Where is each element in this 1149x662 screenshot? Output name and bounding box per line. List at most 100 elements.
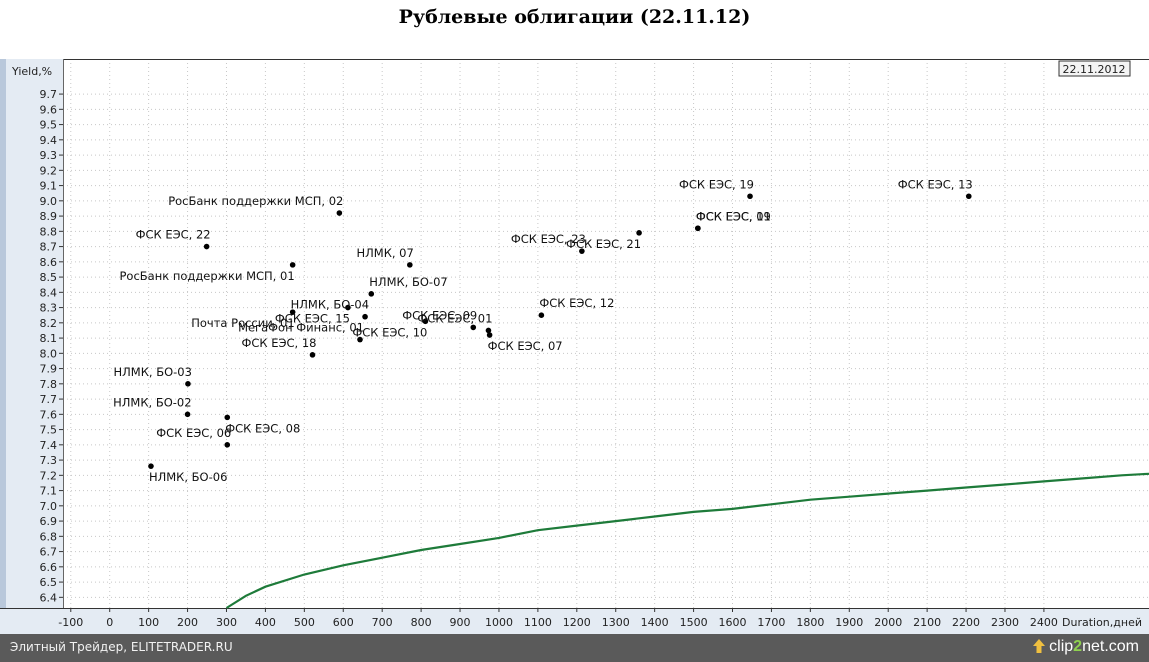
data-point (747, 193, 753, 200)
data-point (309, 352, 316, 358)
x-tick-label: 1300 (602, 616, 630, 629)
x-tick-label: 400 (255, 616, 276, 629)
data-point (357, 336, 363, 343)
point-label: ФСК ЕЭС, 12 (539, 296, 614, 310)
yield-curve (225, 472, 1149, 609)
x-tick-label: 600 (333, 616, 354, 629)
clip2net-logo: clip2net.com (1033, 638, 1139, 656)
x-tick-label: 1800 (796, 616, 824, 629)
point-label: ФСК ЕЭС, 22 (136, 228, 211, 242)
footer-source-text: Элитный Трейдер, ELITETRADER.RU (10, 640, 233, 654)
y-tick-label: 9.7 (40, 88, 58, 101)
y-tick-label: 6.8 (40, 530, 58, 543)
x-tick-label: 1200 (563, 616, 591, 629)
data-point (407, 262, 413, 268)
x-tick-label: 1900 (835, 616, 863, 629)
data-point (184, 411, 191, 418)
x-tick-label: 800 (411, 616, 432, 629)
point-label: НЛМК, БО-07 (369, 275, 447, 289)
point-label: НЛМК, 07 (356, 246, 413, 260)
y-tick-label: 9.1 (40, 180, 58, 193)
y-axis-label: Yield,% (11, 65, 52, 78)
y-axis-ticks: 6.4 6.5 6.6 6.7 6.8 6.9 7.0 7.1 7.2 7.3 7.4 7.5 7.6 7… (40, 88, 63, 604)
point-label: НЛМК, БО-04 (291, 298, 369, 312)
y-tick-label: 6.7 (40, 546, 58, 559)
footer-bar: Элитный Трейдер, ELITETRADER.RU clip2net… (0, 634, 1149, 662)
x-tick-label: 700 (372, 616, 393, 629)
point-label: ФСК ЕЭС, 19 (679, 177, 754, 191)
y-tick-label: 8.7 (40, 241, 58, 254)
data-point (203, 243, 210, 250)
bond-points: НЛМК, БО-06 НЛМК, БО-02 НЛМК, БО-03 ФСК ЕЭС… (113, 177, 973, 484)
data-point (362, 313, 368, 320)
x-tick-label: 900 (450, 616, 471, 629)
point-label: ФСК ЕЭС, 10 (352, 325, 427, 339)
data-point (345, 304, 351, 311)
y-tick-label: 7.3 (40, 454, 58, 467)
point-label: РосБанк поддержки МСП, 02 (168, 194, 343, 208)
y-tick-label: 8.3 (40, 302, 58, 315)
data-point (224, 414, 231, 421)
x-axis-label: Duration,дней (1062, 616, 1142, 629)
data-point (336, 210, 343, 216)
date-box: 22.11.2012 (1058, 60, 1131, 77)
logo-suffix: net.com (1082, 638, 1139, 655)
y-tick-label: 8.9 (40, 210, 58, 223)
logo-two: 2 (1073, 638, 1083, 655)
y-tick-label: 8.1 (40, 332, 58, 345)
point-label: ФСК ЕЭС, 11 (696, 209, 771, 223)
data-point (148, 463, 154, 469)
y-tick-label: 9.6 (40, 103, 58, 116)
date-box-frame (1058, 60, 1131, 77)
point-label: ФСК ЕЭС, 09 (696, 209, 771, 223)
point-label: ФСК ЕЭС, 09 (402, 308, 477, 322)
y-tick-label: 7.0 (40, 500, 58, 513)
chart-frame (0, 59, 1149, 634)
chart-title: Рублевые облигации (22.11.12) (398, 6, 751, 28)
y-tick-label: 9.4 (40, 134, 58, 147)
data-point (422, 318, 429, 325)
y-tick-label: 9.3 (40, 149, 58, 162)
y-tick-label: 7.8 (40, 378, 58, 391)
point-label: ФСК ЕЭС, 06 (156, 426, 231, 440)
x-tick-label: 1500 (680, 616, 708, 629)
point-label: ФСК ЕЭС, 01 (417, 311, 492, 325)
y-tick-label: 6.5 (40, 576, 58, 589)
y-tick-label: 9.2 (40, 164, 58, 177)
point-label: Почта России, 01 (191, 316, 294, 330)
x-tick-label: 0 (106, 616, 113, 629)
y-tick-label: 9.5 (40, 119, 58, 132)
point-label: ФСК ЕЭС, 13 (898, 177, 973, 191)
data-point (289, 309, 296, 315)
x-tick-label: 2000 (874, 616, 902, 629)
point-label: ФСК ЕЭС, 23 (511, 232, 586, 246)
x-tick-label: 1000 (485, 616, 513, 629)
x-tick-label: 2400 (1030, 616, 1058, 629)
y-tick-label: 8.0 (40, 347, 58, 360)
point-label: ФСК ЕЭС, 15 (275, 312, 350, 326)
data-point (485, 327, 492, 334)
x-tick-label: 2300 (991, 616, 1019, 629)
logo-prefix: clip (1049, 638, 1074, 655)
grid-horizontal (63, 93, 1149, 598)
x-tick-label: 1400 (641, 616, 669, 629)
y-tick-label: 8.6 (40, 256, 58, 269)
point-label: МегаФон Финанс, 01 (238, 321, 364, 335)
data-point (538, 312, 545, 319)
data-point (289, 262, 296, 268)
y-tick-label: 7.1 (40, 485, 58, 498)
y-tick-label: 7.7 (40, 393, 58, 406)
y-axis-panel (0, 59, 63, 608)
y-tick-label: 8.8 (40, 225, 58, 238)
x-tick-label: 200 (177, 616, 198, 629)
y-axis-stripe (0, 59, 6, 608)
x-tick-label: 300 (216, 616, 237, 629)
y-tick-label: 8.2 (40, 317, 58, 330)
data-point (224, 442, 231, 448)
data-point (695, 225, 701, 232)
point-label: ФСК ЕЭС, 07 (488, 339, 563, 353)
scatter-chart: 6.4 6.5 6.6 6.7 6.8 6.9 7.0 7.1 7.2 7.3 7.4 7.5 7.6 7… (0, 59, 1149, 634)
x-tick-label: 1600 (719, 616, 747, 629)
y-tick-label: 7.6 (40, 408, 58, 421)
point-label: НЛМК, БО-03 (114, 365, 192, 379)
